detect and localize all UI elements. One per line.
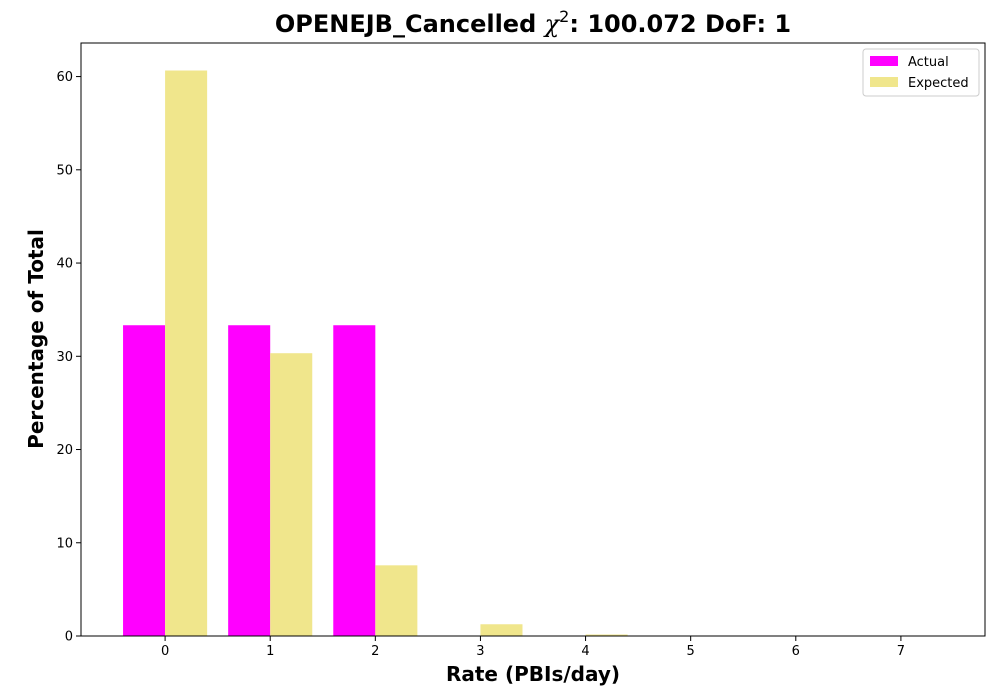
x-tick-label: 0 (161, 644, 169, 659)
chart-title-symbol: χ (543, 10, 561, 38)
bar-expected-1 (270, 353, 313, 636)
bar-actual-0 (123, 325, 166, 636)
x-tick-label: 2 (371, 644, 379, 659)
x-tick-label: 1 (266, 644, 274, 659)
x-tick-label: 5 (687, 644, 695, 659)
legend-swatch-actual (870, 56, 898, 66)
bar-expected-0 (165, 70, 208, 637)
y-tick-label: 30 (56, 350, 73, 365)
y-tick-label: 40 (56, 257, 73, 272)
x-tick-label: 4 (581, 644, 589, 659)
legend-swatch-expected (870, 77, 898, 87)
y-tick-label: 50 (56, 163, 73, 178)
legend: Actual Expected (862, 48, 980, 97)
chart-title: OPENEJB_Cancelled χ2: 100.072 DoF: 1 (275, 7, 791, 38)
x-tick-label: 3 (476, 644, 484, 659)
y-tick-label: 0 (65, 630, 73, 645)
chart-title-superscript: 2 (559, 7, 569, 26)
axes: 0 1 2 3 4 5 6 7 0 10 20 30 40 50 60 (56, 42, 986, 659)
x-tick-label: 6 (792, 644, 800, 659)
bar-actual-2 (333, 325, 376, 636)
legend-label-actual: Actual (908, 55, 949, 70)
chart-title-prefix: OPENEJB_Cancelled (275, 10, 545, 38)
chart-title-suffix: : 100.072 DoF: 1 (569, 10, 791, 38)
plot-frame (80, 42, 986, 637)
y-tick-label: 20 (56, 443, 73, 458)
x-axis-label: Rate (PBIs/day) (446, 662, 620, 686)
x-tick-label: 7 (897, 644, 905, 659)
plot-area (123, 70, 733, 637)
bar-expected-4 (585, 634, 628, 636)
legend-label-expected: Expected (908, 76, 969, 91)
y-tick-label: 10 (56, 536, 73, 551)
bar-actual-1 (228, 325, 271, 636)
y-tick-label: 60 (56, 70, 73, 85)
y-axis-label: Percentage of Total (24, 229, 48, 449)
bar-expected-3 (480, 624, 523, 636)
bar-expected-2 (375, 565, 418, 636)
